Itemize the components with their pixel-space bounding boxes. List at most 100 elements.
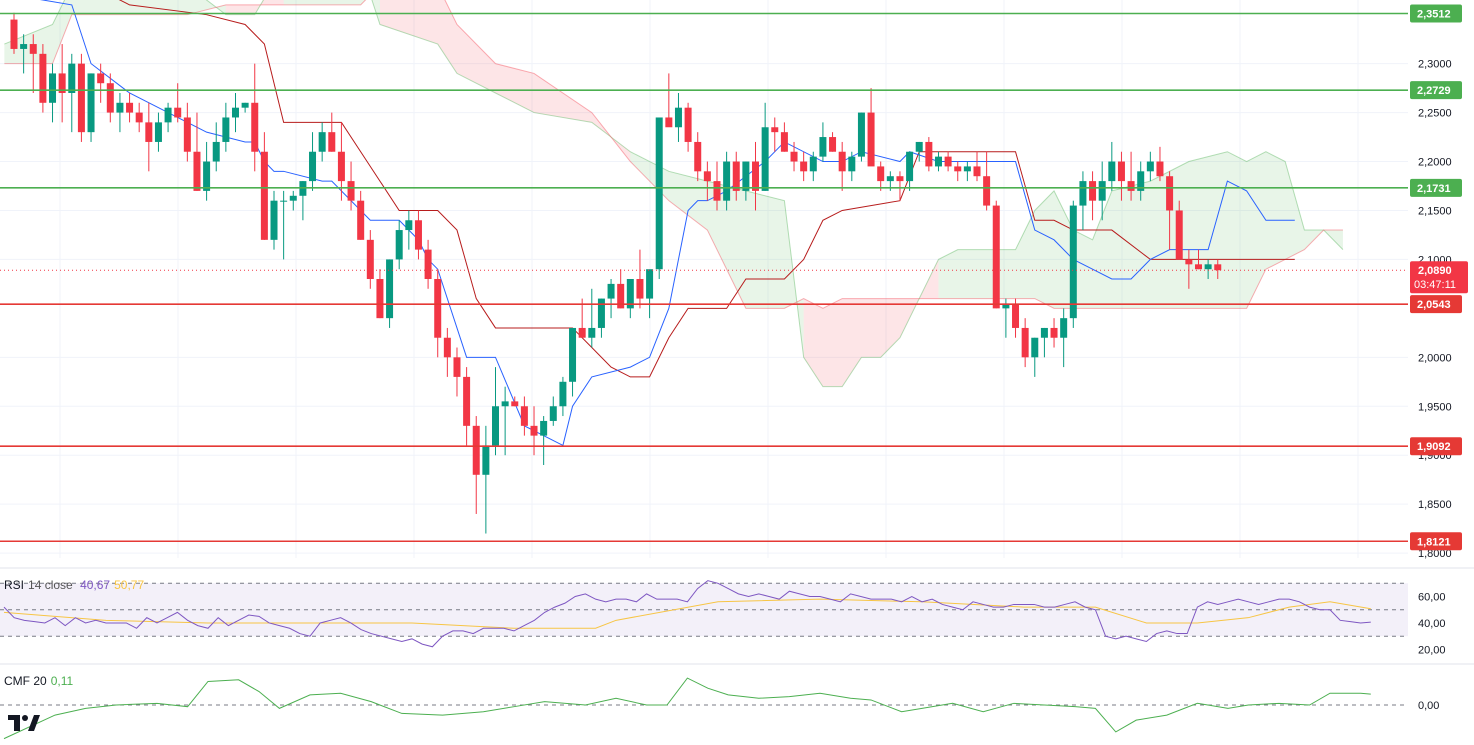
- candle-body: [617, 283, 625, 309]
- candle-body: [1040, 327, 1048, 338]
- candle-body: [1012, 303, 1020, 328]
- candle-body: [453, 357, 461, 377]
- candle-body: [97, 73, 105, 84]
- candle-body: [270, 200, 278, 240]
- candle-body: [1108, 161, 1116, 182]
- candle-body: [87, 73, 95, 133]
- candle-body: [559, 381, 567, 407]
- current-price-label: 2,0890: [1418, 265, 1452, 277]
- candle-body: [212, 141, 220, 162]
- candle-body: [309, 151, 317, 182]
- candle-body: [723, 161, 731, 201]
- candle-body: [357, 200, 365, 240]
- candle-body: [684, 107, 692, 142]
- candle-body: [578, 327, 586, 338]
- candle-body: [135, 112, 143, 123]
- candle-body: [665, 117, 673, 128]
- candle-body: [800, 161, 808, 172]
- level-tag: [1410, 437, 1462, 456]
- candle-body: [183, 117, 191, 152]
- cloud-segment: [225, 0, 284, 15]
- price-tick-label: 1,8500: [1418, 499, 1452, 511]
- candle-body: [646, 269, 654, 299]
- rsi-tick-label: 40,00: [1418, 618, 1446, 630]
- candle-body: [915, 141, 923, 152]
- candle-body: [819, 137, 827, 157]
- level-tag: [1410, 4, 1462, 23]
- candle-body: [77, 63, 85, 133]
- cmf-pane: 0,00: [0, 677, 1439, 740]
- candle-body: [1137, 171, 1145, 191]
- candle-body: [752, 161, 760, 191]
- candle-body: [405, 220, 413, 231]
- candle-body: [896, 176, 904, 182]
- candle-body: [366, 239, 374, 279]
- candle-body: [1214, 264, 1222, 271]
- rsi-ma-value: 50,77: [114, 578, 145, 592]
- cmf-legend[interactable]: CMF 20 0,11: [4, 674, 77, 688]
- candle-body: [154, 122, 162, 142]
- cloud-segment: [379, 0, 631, 162]
- candle-body: [318, 132, 326, 152]
- candle-body: [530, 425, 538, 436]
- candle-body: [626, 279, 634, 309]
- candle-body: [68, 63, 76, 93]
- candle-body: [597, 298, 605, 328]
- candle-body: [838, 151, 846, 172]
- candle-body: [549, 406, 557, 421]
- candle-body: [607, 283, 615, 299]
- level-tag: [1410, 178, 1462, 197]
- candle-body: [1098, 181, 1106, 201]
- price-tick-label: 2,3000: [1418, 59, 1452, 71]
- rsi-legend[interactable]: RSI 14 close 40,67 50,77: [4, 578, 148, 592]
- tradingview-logo-icon[interactable]: [6, 712, 40, 734]
- candle-body: [1002, 303, 1010, 309]
- grid-lines: [0, 0, 1474, 665]
- level-tag: [1410, 81, 1462, 100]
- candle-body: [347, 181, 355, 201]
- candle-body: [1146, 161, 1154, 172]
- candle-body: [482, 445, 490, 475]
- level-tags: 2,3512 2,2729 2,1731 2,0543 1,9092 1,8121 2,08…: [1410, 4, 1468, 551]
- price-tick-label: 2,1500: [1418, 205, 1452, 217]
- candle-body: [973, 166, 981, 177]
- candle-body: [1117, 161, 1125, 182]
- candle-body: [992, 205, 1000, 309]
- candle-body: [742, 161, 750, 191]
- support-resistance-levels: [0, 12, 1408, 543]
- candle-body: [260, 151, 268, 240]
- candle-body: [386, 259, 394, 319]
- candle-body: [886, 176, 894, 182]
- candle-body: [511, 401, 519, 407]
- candle-body: [906, 151, 914, 182]
- candle-body: [280, 200, 288, 202]
- candle-body: [569, 327, 577, 382]
- candlesticks: [10, 12, 1222, 534]
- candle-body: [944, 156, 952, 167]
- cloud-segment: [803, 259, 939, 387]
- candle-body: [241, 102, 249, 108]
- cloud-segment: [283, 0, 380, 25]
- candle-body: [424, 249, 432, 279]
- price-tick-label: 1,8000: [1418, 548, 1452, 560]
- candle-body: [1060, 318, 1068, 338]
- candle-body: [848, 156, 856, 172]
- candle-body: [655, 117, 663, 270]
- candle-body: [376, 279, 384, 319]
- level-tag: [1410, 532, 1462, 551]
- candle-body: [58, 73, 66, 93]
- candle-body: [10, 19, 18, 49]
- candle-body: [39, 53, 47, 103]
- candle-body: [925, 141, 933, 167]
- price-tick-label: 2,2000: [1418, 157, 1452, 169]
- candle-body: [328, 132, 336, 152]
- candle-body: [29, 44, 37, 54]
- candle-body: [520, 406, 528, 426]
- candle-body: [203, 161, 211, 191]
- candle-body: [20, 44, 28, 49]
- rsi-value: 40,67: [80, 578, 111, 592]
- candle-body: [674, 107, 682, 128]
- level-tag-label: 2,3512: [1417, 9, 1451, 21]
- rsi-line: [3, 580, 1371, 648]
